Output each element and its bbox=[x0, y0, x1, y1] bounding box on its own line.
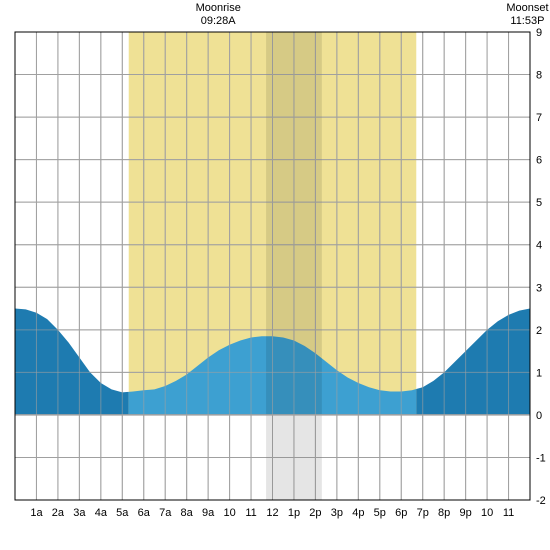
chart-svg: -2-101234567891a2a3a4a5a6a7a8a9a1011121p… bbox=[0, 0, 550, 550]
svg-text:2a: 2a bbox=[52, 507, 65, 519]
svg-text:1: 1 bbox=[536, 367, 542, 379]
moonset-time: 11:53P bbox=[497, 15, 550, 28]
moonrise-text: Moonrise bbox=[188, 2, 248, 15]
svg-text:2p: 2p bbox=[309, 507, 321, 519]
svg-text:7p: 7p bbox=[417, 507, 429, 519]
svg-text:9: 9 bbox=[536, 27, 542, 39]
svg-text:9a: 9a bbox=[202, 507, 215, 519]
svg-text:-2: -2 bbox=[536, 495, 546, 507]
svg-text:3a: 3a bbox=[73, 507, 86, 519]
svg-text:11: 11 bbox=[503, 507, 514, 519]
svg-text:4p: 4p bbox=[352, 507, 364, 519]
svg-text:5: 5 bbox=[536, 197, 542, 209]
svg-text:6p: 6p bbox=[395, 507, 407, 519]
svg-text:8a: 8a bbox=[181, 507, 194, 519]
svg-text:9p: 9p bbox=[460, 507, 472, 519]
svg-text:2: 2 bbox=[536, 325, 542, 337]
svg-text:3p: 3p bbox=[331, 507, 343, 519]
svg-text:12: 12 bbox=[266, 507, 278, 519]
svg-text:7a: 7a bbox=[159, 507, 172, 519]
svg-text:8p: 8p bbox=[438, 507, 450, 519]
svg-text:10: 10 bbox=[223, 507, 235, 519]
moonset-text: Moonset bbox=[497, 2, 550, 15]
svg-text:1a: 1a bbox=[30, 507, 43, 519]
svg-text:6a: 6a bbox=[138, 507, 151, 519]
moonrise-label: Moonrise 09:28A bbox=[188, 2, 248, 28]
svg-text:10: 10 bbox=[481, 507, 493, 519]
svg-text:5p: 5p bbox=[374, 507, 386, 519]
svg-text:11: 11 bbox=[245, 507, 256, 519]
svg-text:7: 7 bbox=[536, 112, 542, 124]
svg-text:-1: -1 bbox=[536, 452, 546, 464]
moonrise-time: 09:28A bbox=[188, 15, 248, 28]
svg-text:3: 3 bbox=[536, 282, 542, 294]
moonset-label: Moonset 11:53P bbox=[497, 2, 550, 28]
svg-text:1p: 1p bbox=[288, 507, 300, 519]
svg-text:4: 4 bbox=[536, 240, 542, 252]
svg-text:6: 6 bbox=[536, 155, 542, 167]
svg-text:4a: 4a bbox=[95, 507, 108, 519]
svg-text:0: 0 bbox=[536, 410, 542, 422]
tide-chart: Moonrise 09:28A Moonset 11:53P -2-101234… bbox=[0, 0, 550, 550]
svg-text:8: 8 bbox=[536, 70, 542, 82]
svg-text:5a: 5a bbox=[116, 507, 129, 519]
